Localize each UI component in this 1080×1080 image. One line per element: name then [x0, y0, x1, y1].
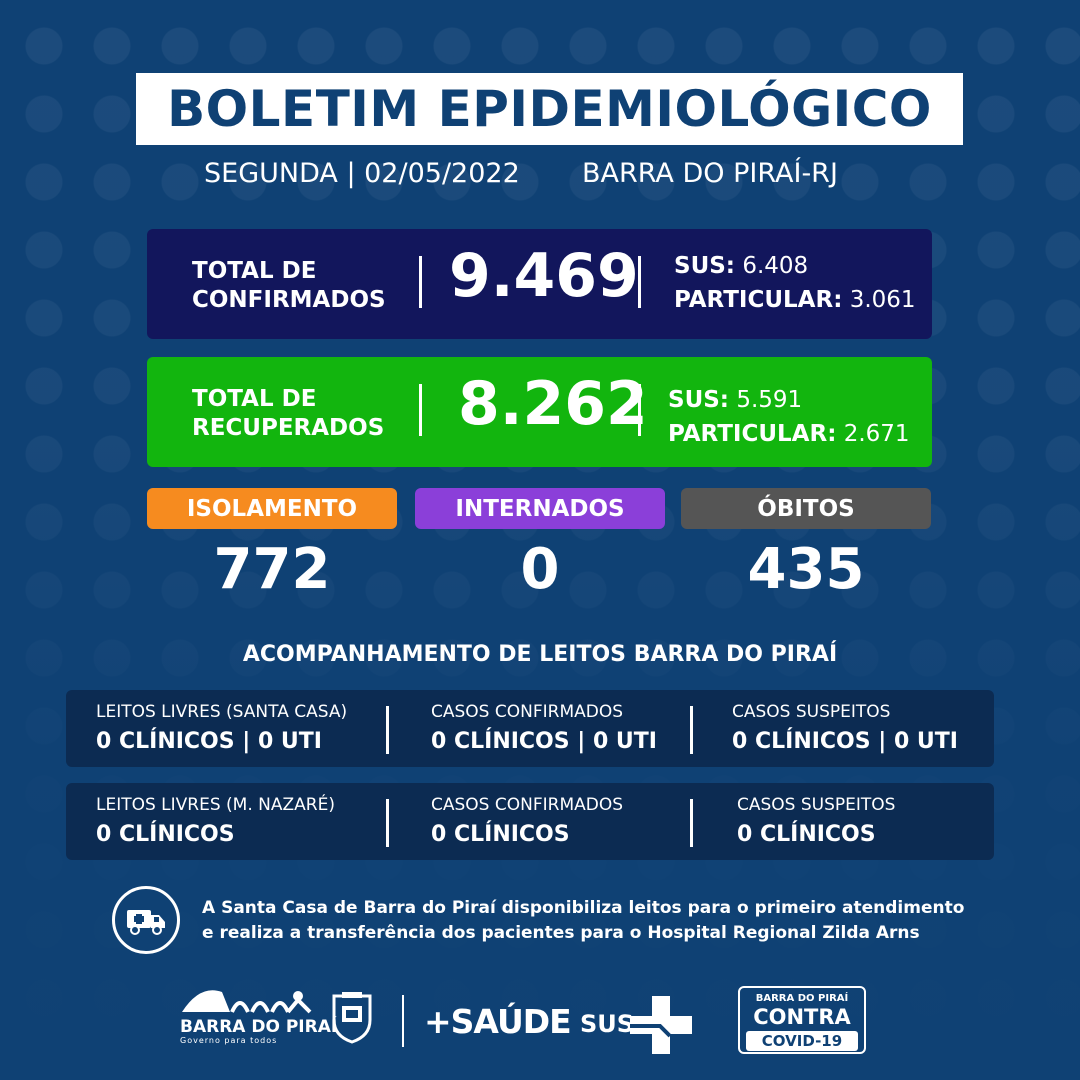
campaign-top-text: BARRA DO PIRAÍ — [755, 993, 849, 1004]
beds-cell-label: CASOS CONFIRMADOS — [431, 702, 623, 722]
beds-cell: CASOS SUSPEITOS 0 CLÍNICOS — [737, 794, 895, 848]
divider — [419, 384, 422, 436]
obitos-value: 435 — [747, 537, 865, 602]
prefeitura-arches-icon — [182, 990, 312, 1014]
beds-cell-value: 0 CLÍNICOS — [96, 822, 235, 847]
recovered-panel: TOTAL DE RECUPERADOS 8.262 SUS: 5.591 PA… — [147, 357, 932, 467]
obitos-badge: ÓBITOS — [681, 488, 931, 529]
beds-cell-value: 0 CLÍNICOS — [737, 822, 876, 847]
prefeitura-slogan: Governo para todos — [180, 1036, 278, 1045]
prefeitura-logo: BARRA DO PIRAÍ Governo para todos — [180, 982, 338, 1045]
recovered-sus-value: 5.591 — [736, 387, 803, 413]
divider — [638, 256, 641, 308]
city-seal-icon — [330, 990, 374, 1044]
beds-cell-value: 0 CLÍNICOS | 0 UTI — [96, 729, 322, 754]
divider — [690, 799, 693, 847]
beds-cell: CASOS CONFIRMADOS 0 CLÍNICOS — [431, 794, 623, 848]
title-banner: BOLETIM EPIDEMIOLÓGICO — [136, 73, 963, 145]
beds-cell: CASOS CONFIRMADOS 0 CLÍNICOS | 0 UTI — [431, 701, 657, 755]
confirmed-panel: TOTAL DE CONFIRMADOS 9.469 SUS: 6.408 PA… — [147, 229, 932, 339]
saude-logo: +SAÚDE — [424, 1002, 572, 1041]
beds-cell: CASOS SUSPEITOS 0 CLÍNICOS | 0 UTI — [732, 701, 958, 755]
beds-cell-label: CASOS SUSPEITOS — [732, 702, 891, 722]
divider — [690, 706, 693, 754]
confirmed-breakdown: SUS: 6.408 PARTICULAR: 3.061 — [674, 253, 916, 313]
campaign-bottom-text: COVID-19 — [761, 1032, 843, 1050]
confirmed-sus-value: 6.408 — [742, 253, 809, 279]
internados-badge: INTERNADOS — [415, 488, 665, 529]
covid-campaign-badge: BARRA DO PIRAÍ CONTRA COVID-19 — [738, 986, 866, 1054]
beds-cell-label: LEITOS LIVRES (SANTA CASA) — [96, 702, 348, 722]
beds-cell: LEITOS LIVRES (SANTA CASA) 0 CLÍNICOS | … — [96, 701, 347, 755]
prefeitura-name: BARRA DO PIRAÍ — [180, 1017, 338, 1037]
beds-cell-value: 0 CLÍNICOS — [431, 822, 570, 847]
beds-cell-value: 0 CLÍNICOS | 0 UTI — [732, 729, 958, 754]
divider — [638, 384, 641, 436]
confirmed-label: TOTAL DE CONFIRMADOS — [192, 258, 386, 313]
ambulance-icon — [112, 886, 180, 954]
divider — [386, 799, 389, 847]
divider — [386, 706, 389, 754]
beds-cell-label: CASOS SUSPEITOS — [737, 795, 896, 815]
page-title: BOLETIM EPIDEMIOLÓGICO — [167, 80, 932, 138]
beds-panel-santa-casa: LEITOS LIVRES (SANTA CASA) 0 CLÍNICOS | … — [66, 690, 994, 767]
sus-logo-text: SUS — [580, 1010, 635, 1038]
recovered-particular-value: 2.671 — [843, 421, 910, 447]
date-line: SEGUNDA | 02/05/2022 — [204, 158, 520, 189]
sus-cross-icon — [630, 996, 692, 1054]
city-name: BARRA DO PIRAÍ-RJ — [582, 158, 838, 189]
beds-cell-label: CASOS CONFIRMADOS — [431, 795, 623, 815]
campaign-mid-text: CONTRA — [753, 1005, 851, 1029]
notice-text: A Santa Casa de Barra do Piraí disponibi… — [202, 898, 965, 943]
beds-panel-nazare: LEITOS LIVRES (M. NAZARÉ) 0 CLÍNICOS CAS… — [66, 783, 994, 860]
confirmed-particular-value: 3.061 — [849, 287, 916, 313]
isolamento-value: 772 — [213, 537, 331, 602]
recovered-label: TOTAL DE RECUPERADOS — [192, 386, 385, 441]
beds-section-title: ACOMPANHAMENTO DE LEITOS BARRA DO PIRAÍ — [242, 642, 838, 667]
beds-cell-label: LEITOS LIVRES (M. NAZARÉ) — [96, 795, 335, 815]
beds-cell-value: 0 CLÍNICOS | 0 UTI — [431, 729, 657, 754]
isolamento-badge: ISOLAMENTO — [147, 488, 397, 529]
divider — [419, 256, 422, 308]
beds-cell: LEITOS LIVRES (M. NAZARÉ) 0 CLÍNICOS — [96, 794, 335, 848]
confirmed-total: 9.469 — [449, 241, 639, 311]
internados-value: 0 — [520, 537, 560, 602]
recovered-total: 8.262 — [458, 369, 648, 439]
recovered-breakdown: SUS: 5.591 PARTICULAR: 2.671 — [668, 387, 910, 447]
footer-divider — [402, 995, 404, 1047]
campaign-bottom-bar: COVID-19 — [746, 1031, 858, 1051]
